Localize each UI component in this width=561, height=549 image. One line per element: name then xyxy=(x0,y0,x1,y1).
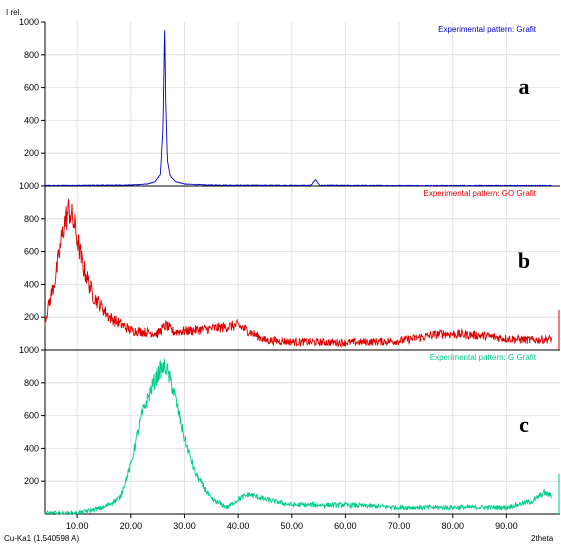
wavelength-label: Cu-Ka1 (1.540598 A) xyxy=(4,534,79,543)
series-legend: Experimental pattern: Grafit xyxy=(438,25,537,34)
y-tick-label: 400 xyxy=(24,279,39,289)
panel-letter-c: c xyxy=(519,412,529,437)
x-tick-label: 90.00 xyxy=(495,521,518,531)
y-tick-label: 600 xyxy=(24,83,39,93)
y-tick-label: 200 xyxy=(24,312,39,322)
y-axis-label: I rel. xyxy=(6,8,22,17)
x-tick-label: 30.00 xyxy=(173,521,196,531)
y-tick-label: 1000 xyxy=(19,181,39,191)
x-tick-label: 20.00 xyxy=(120,521,143,531)
series-legend: Experimental pattern: G Grafit xyxy=(430,353,537,362)
y-tick-label: 800 xyxy=(24,378,39,388)
series-line-c xyxy=(44,358,552,516)
y-tick-label: 1000 xyxy=(19,17,39,27)
x-tick-label: 70.00 xyxy=(388,521,411,531)
y-tick-label: 400 xyxy=(24,115,39,125)
y-tick-label: 800 xyxy=(24,50,39,60)
x-tick-label: 60.00 xyxy=(334,521,357,531)
series-line-a xyxy=(44,30,552,187)
y-tick-label: 600 xyxy=(24,411,39,421)
x-tick-label: 40.00 xyxy=(227,521,250,531)
x-tick-label: 50.00 xyxy=(281,521,304,531)
x-tick-label: 10.00 xyxy=(66,521,89,531)
y-tick-label: 1000 xyxy=(19,345,39,355)
x-tick-label: 80.00 xyxy=(441,521,464,531)
series-legend: Experimental pattern: GO Grafit xyxy=(424,189,537,198)
y-tick-label: 400 xyxy=(24,443,39,453)
series-line-b xyxy=(44,198,552,348)
y-tick-label: 200 xyxy=(24,476,39,486)
x-axis-label: 2theta xyxy=(531,534,554,543)
y-tick-label: 200 xyxy=(24,148,39,158)
y-tick-label: 600 xyxy=(24,247,39,257)
panel-letter-b: b xyxy=(518,248,530,273)
y-tick-label: 800 xyxy=(24,214,39,224)
panel-letter-a: a xyxy=(519,74,530,99)
